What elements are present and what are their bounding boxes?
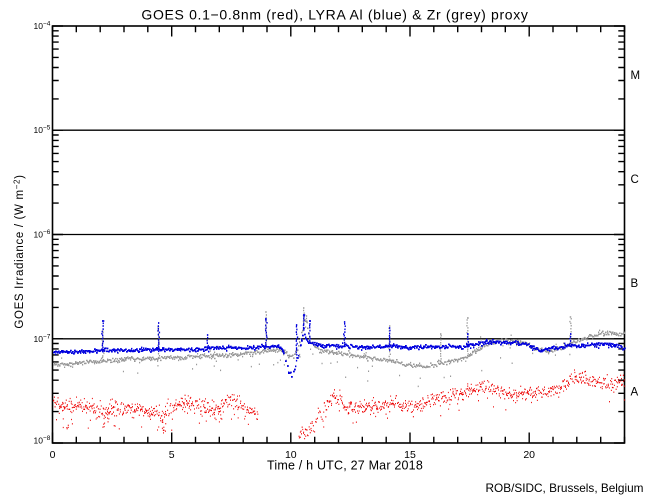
svg-text:C: C	[631, 174, 639, 186]
svg-text:Time / h UTC, 27 Mar 2018: Time / h UTC, 27 Mar 2018	[267, 459, 423, 473]
svg-text:ROB/SIDC, Brussels, Belgium: ROB/SIDC, Brussels, Belgium	[486, 481, 644, 495]
svg-text:15: 15	[404, 449, 416, 461]
svg-text:GOES 0.1−0.8nm (red), LYRA Al: GOES 0.1−0.8nm (red), LYRA Al (blue) & Z…	[141, 7, 528, 23]
svg-text:0: 0	[50, 449, 56, 461]
svg-text:10−8: 10−8	[34, 435, 51, 446]
svg-text:10−6: 10−6	[34, 229, 51, 240]
svg-text:10−5: 10−5	[34, 125, 51, 136]
svg-text:20: 20	[523, 449, 535, 461]
svg-text:5: 5	[169, 449, 175, 461]
svg-text:10−7: 10−7	[34, 333, 51, 344]
svg-text:B: B	[631, 278, 639, 290]
svg-text:10−4: 10−4	[34, 21, 51, 32]
svg-text:A: A	[631, 387, 639, 399]
svg-text:GOES Irradiance / (W m−2): GOES Irradiance / (W m−2)	[13, 174, 27, 328]
svg-text:10: 10	[285, 449, 297, 461]
svg-text:M: M	[631, 70, 641, 82]
